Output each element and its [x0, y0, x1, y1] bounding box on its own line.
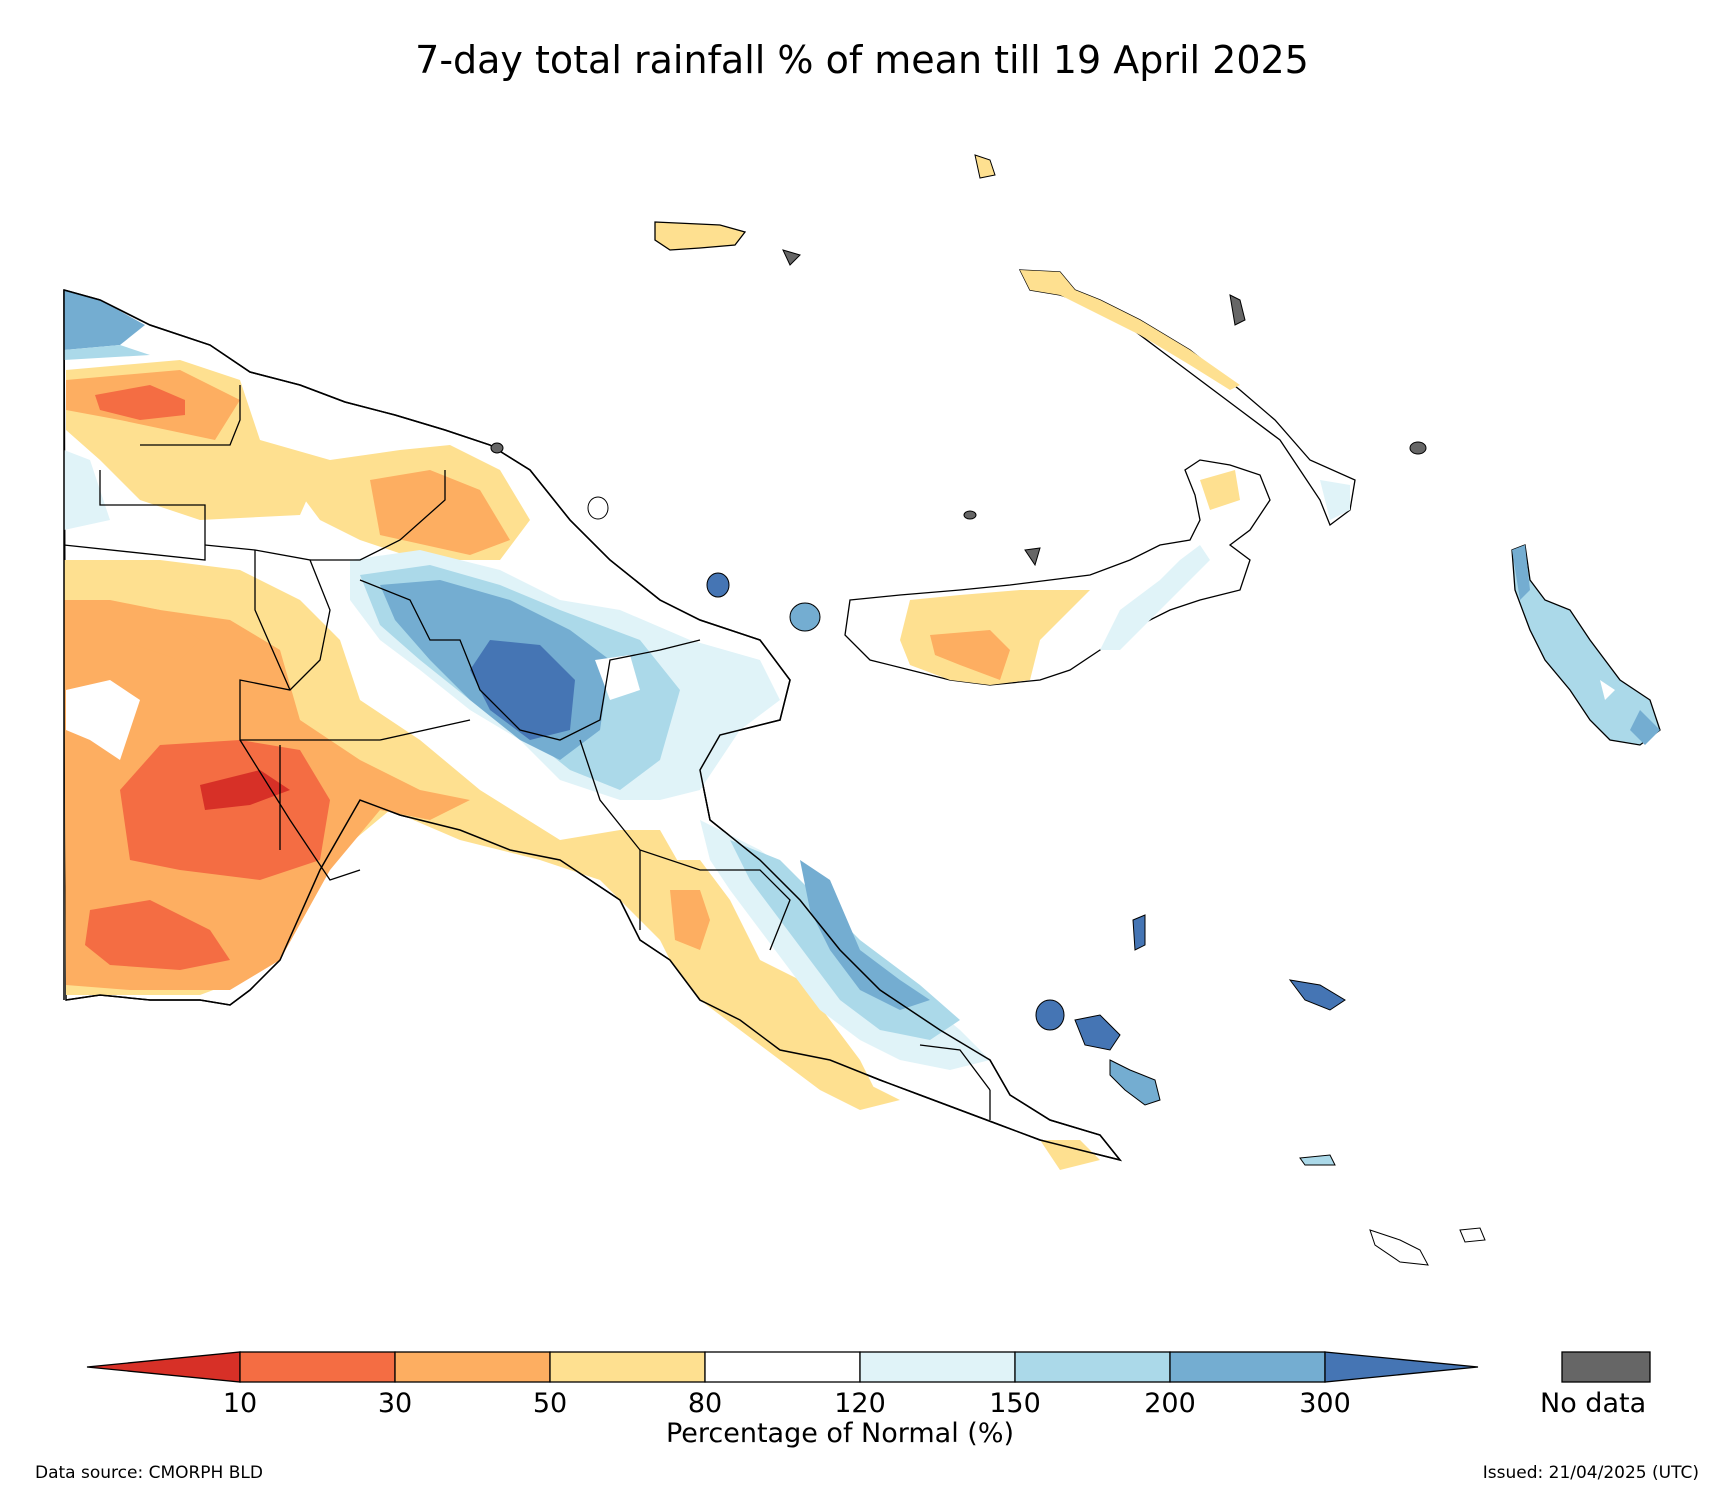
orange-w2: [100, 600, 200, 660]
colorbar-tick-80: 80: [687, 1388, 723, 1419]
colorbar-label: Percentage of Normal (%): [665, 1418, 1015, 1449]
red-nw: [95, 385, 185, 420]
data-source: Data source: CMORPH BLD: [35, 1463, 263, 1483]
colorbar-tick-30: 30: [377, 1388, 413, 1419]
colorbar-seg-10-30: [239, 1351, 396, 1383]
colorbar-seg-150-200: [1014, 1351, 1171, 1383]
nodata-label: No data: [1540, 1388, 1647, 1419]
colorbar-seg-200-300: [1169, 1351, 1326, 1383]
white-w: [64, 450, 110, 530]
colorbar-seg-50-80: [549, 1351, 706, 1383]
southeast-islands: [1035, 914, 1486, 1266]
darkred-w: [200, 770, 290, 810]
manus-island: [654, 221, 801, 266]
colorbar-tick-120: 120: [834, 1388, 886, 1419]
yellow-tip: [1040, 1140, 1100, 1170]
nodata-swatch: [1561, 1351, 1651, 1383]
blue-e: [800, 860, 930, 1010]
colorbar-high-arrow: [1324, 1351, 1479, 1383]
white-sw: [66, 680, 140, 760]
colorbar-seg-30-50: [394, 1351, 551, 1383]
colorbar-tick-200: 200: [1144, 1388, 1196, 1419]
colorbar: [86, 1351, 1651, 1383]
new-britain: [844, 459, 1271, 686]
darkblue-high: [470, 640, 575, 740]
province-boundaries: [63, 385, 991, 1120]
colorbar-tick-300: 300: [1299, 1388, 1351, 1419]
blue-nw: [64, 290, 145, 350]
mainland: [63, 289, 1122, 1170]
mainland-coast: [63, 289, 1122, 1162]
new-ireland: [974, 154, 1356, 527]
north-islands: [490, 441, 1427, 632]
colorbar-seg-80-120: [704, 1351, 861, 1383]
red-w: [120, 740, 330, 880]
map-title: 7-day total rainfall % of mean till 19 A…: [415, 38, 1309, 82]
orange-se: [670, 890, 710, 950]
lightblue-nw: [64, 345, 150, 360]
colorbar-tick-50: 50: [532, 1388, 568, 1419]
colorbar-seg-120-150: [859, 1351, 1016, 1383]
issued-date: Issued: 21/04/2025 (UTC): [1482, 1463, 1699, 1483]
white-high: [595, 655, 640, 700]
orange-n: [370, 470, 510, 555]
colorbar-tick-150: 150: [989, 1388, 1041, 1419]
colorbar-tick-10: 10: [222, 1388, 258, 1419]
bougainville: [1511, 544, 1661, 746]
colorbar-low-arrow: [86, 1351, 241, 1383]
red-sw: [85, 900, 230, 970]
